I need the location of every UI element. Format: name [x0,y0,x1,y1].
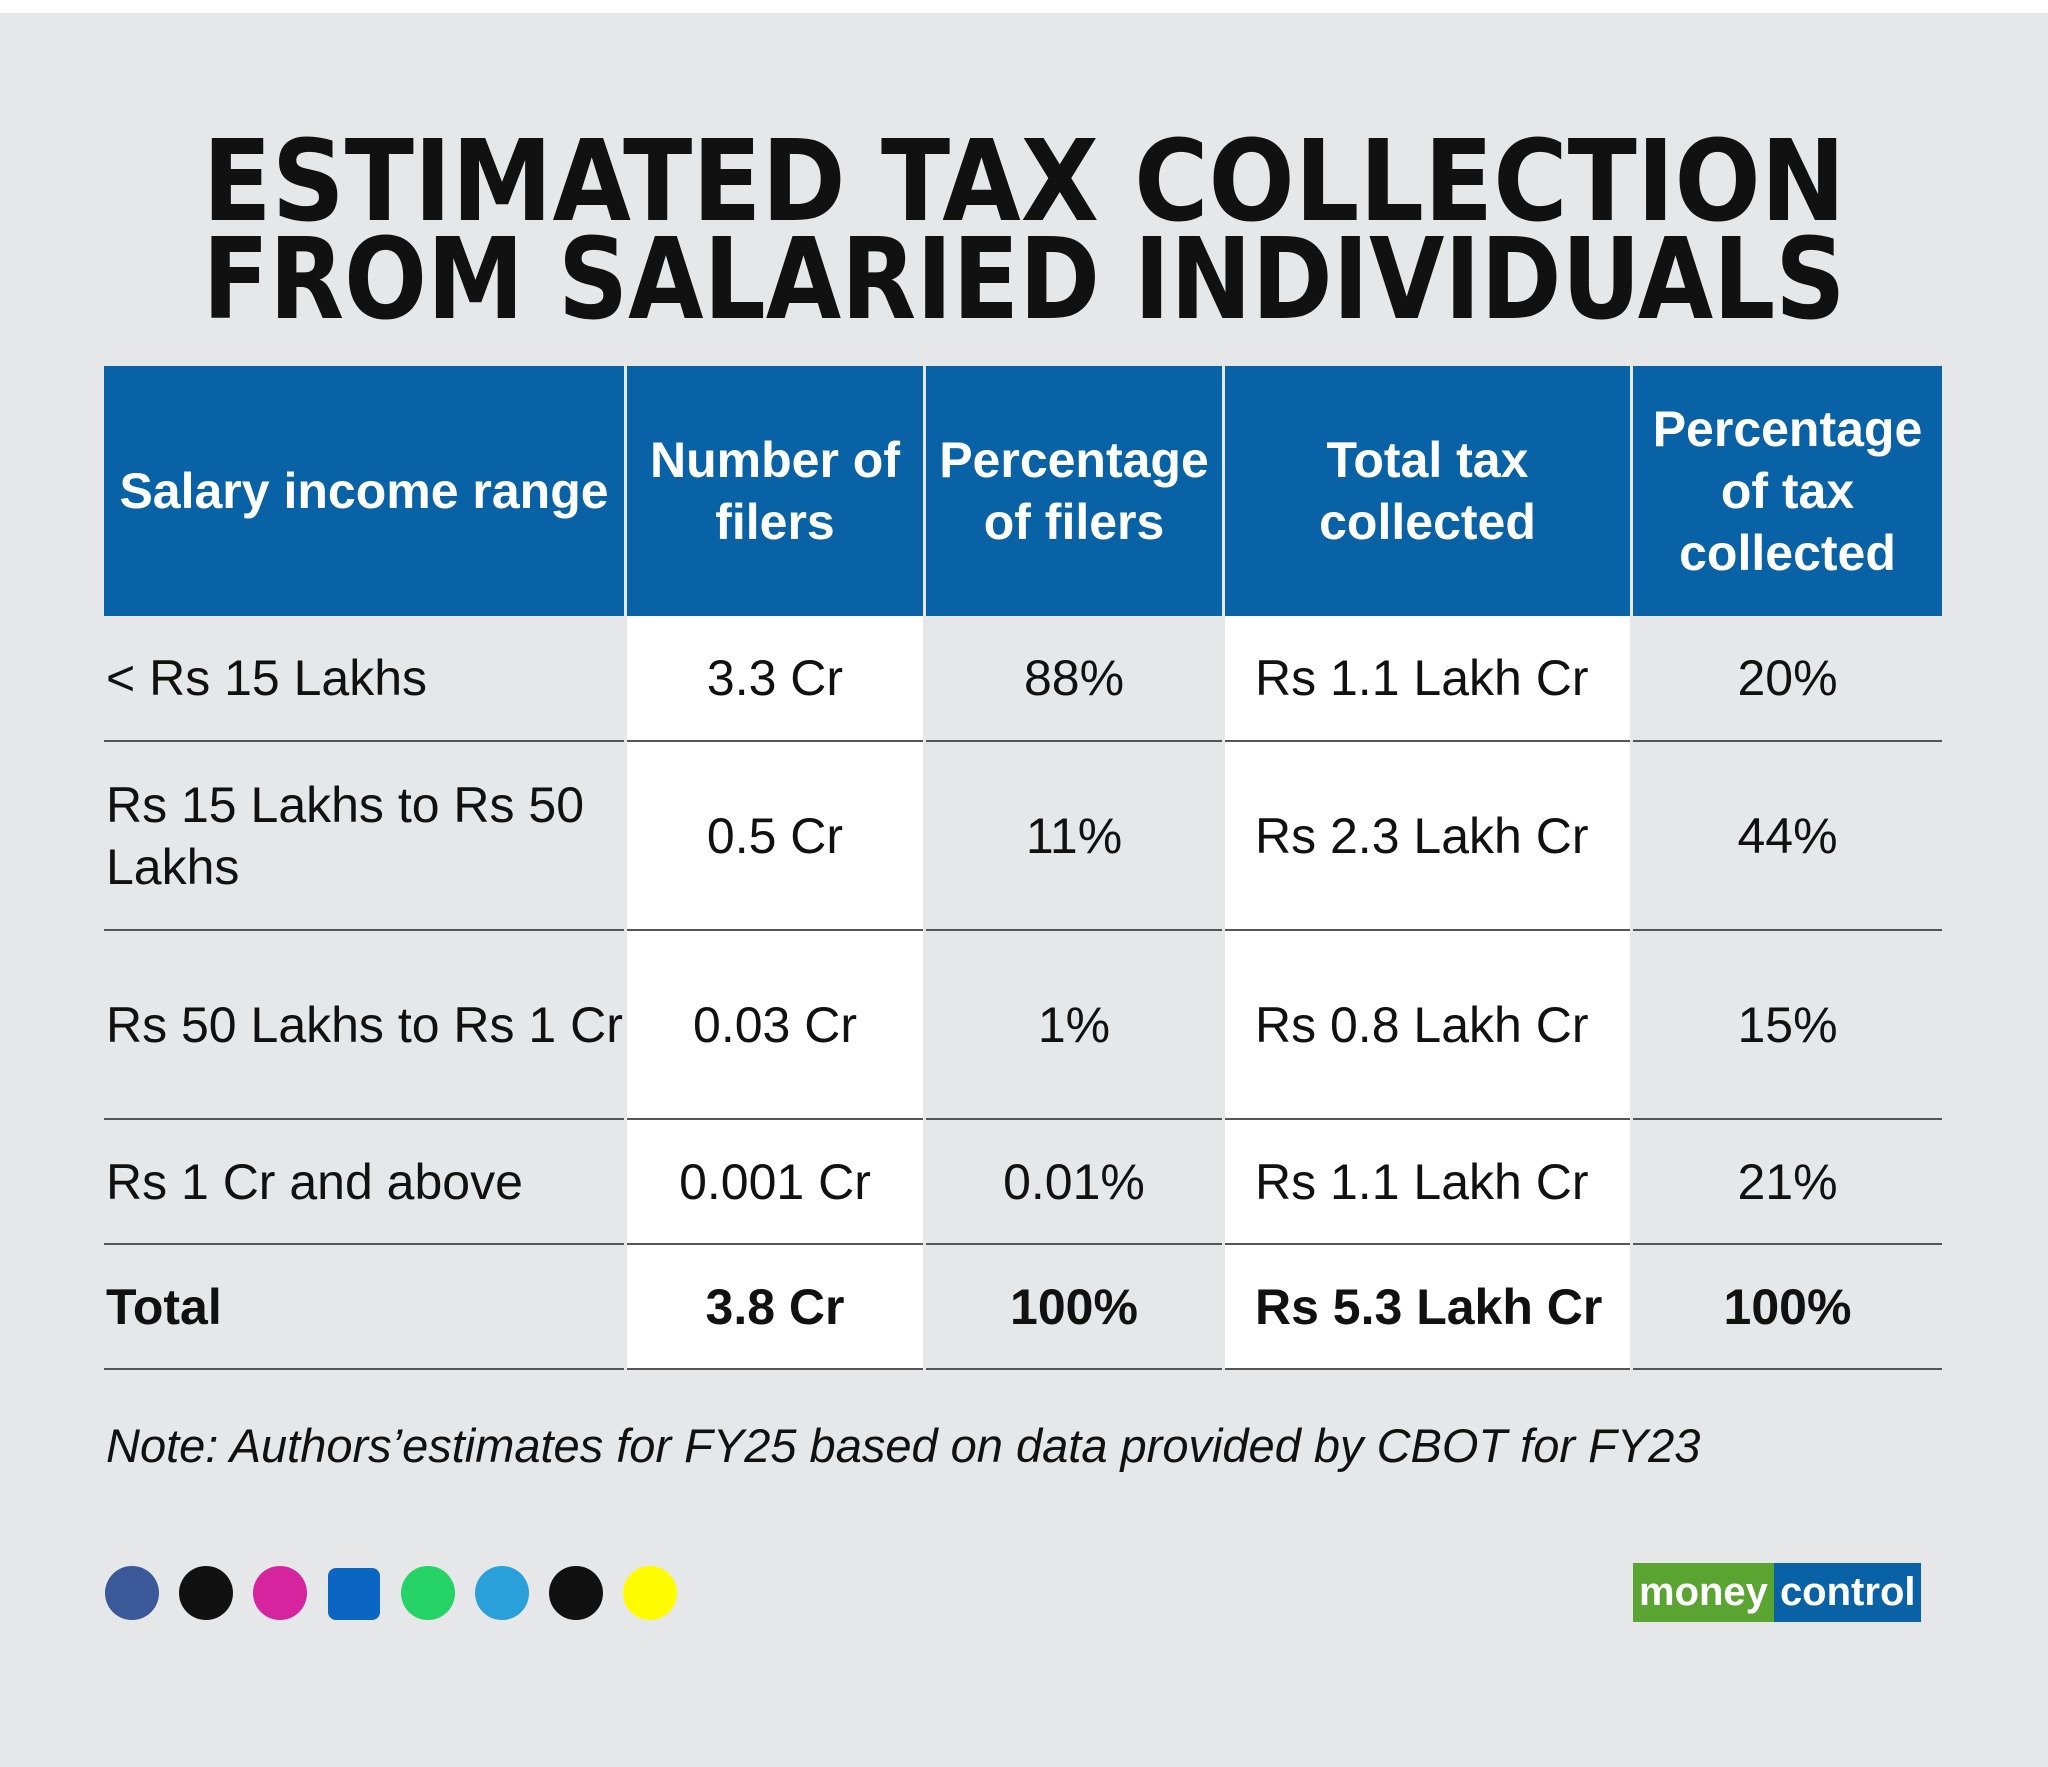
table-cell: Rs 15 Lakhs to Rs 50 Lakhs [104,742,624,931]
table-cell: Rs 5.3 Lakh Cr [1225,1245,1630,1370]
facebook-icon[interactable] [105,1566,159,1620]
title-block: ESTIMATED TAX COLLECTION FROM SALARIED I… [203,117,1846,345]
header-cell: Salary income range [104,366,624,616]
title-line: ESTIMATED TAX COLLECTION [203,117,1846,247]
table-cell: Rs 0.8 Lakh Cr [1225,931,1630,1120]
table: Salary income range Number of filers Perce… [104,366,1942,1370]
header-cell: Total tax collected [1225,366,1630,616]
table-cell: 0.5 Cr [627,742,923,931]
logo-right: control [1773,1563,1922,1622]
table-cell: 100% [1633,1245,1942,1370]
title-line: FROM SALARIED INDIVIDUALS [203,215,1846,345]
table-cell: 44% [1633,742,1942,931]
table-cell: Rs 1 Cr and above [104,1120,624,1245]
table-cell: < Rs 15 Lakhs [104,616,624,742]
snapchat-icon[interactable] [623,1566,677,1620]
telegram-icon[interactable] [475,1566,529,1620]
table-cell: 88% [926,616,1222,742]
table-cell: Rs 50 Lakhs to Rs 1 Cr [104,931,624,1120]
table-cell: 1% [926,931,1222,1120]
table-cell: Rs 1.1 Lakh Cr [1225,1120,1630,1245]
table-cell: 21% [1633,1120,1942,1245]
table-cell: 0.001 Cr [627,1120,923,1245]
logo: money control [1633,1563,1922,1622]
table-cell: 100% [926,1245,1222,1370]
table-cell: Rs 1.1 Lakh Cr [1225,616,1630,742]
threads-icon[interactable] [549,1566,603,1620]
header-cell: Percentage of filers [926,366,1222,616]
table-cell: 0.01% [926,1120,1222,1245]
table-cell: 3.3 Cr [627,616,923,742]
table-cell: 20% [1633,616,1942,742]
table-cell: 3.8 Cr [627,1245,923,1370]
social-icons [105,1566,677,1620]
header-cell: Number of filers [627,366,923,616]
table-cell: 0.03 Cr [627,931,923,1120]
logo-left: money [1633,1563,1774,1622]
header-cell: Percentage of tax collected [1633,366,1942,616]
x-icon[interactable] [179,1566,233,1620]
table-cell: Rs 2.3 Lakh Cr [1225,742,1630,931]
table-cell: Total [104,1245,624,1370]
whatsapp-icon[interactable] [401,1566,455,1620]
instagram-icon[interactable] [253,1566,307,1620]
note: Note: Authors’estimates for FY25 based o… [106,1419,1701,1472]
background: ESTIMATED TAX COLLECTION FROM SALARIED I… [0,13,2048,1767]
table-cell: 15% [1633,931,1942,1120]
table-cell: 11% [926,742,1222,931]
linkedin-icon[interactable] [328,1568,380,1620]
